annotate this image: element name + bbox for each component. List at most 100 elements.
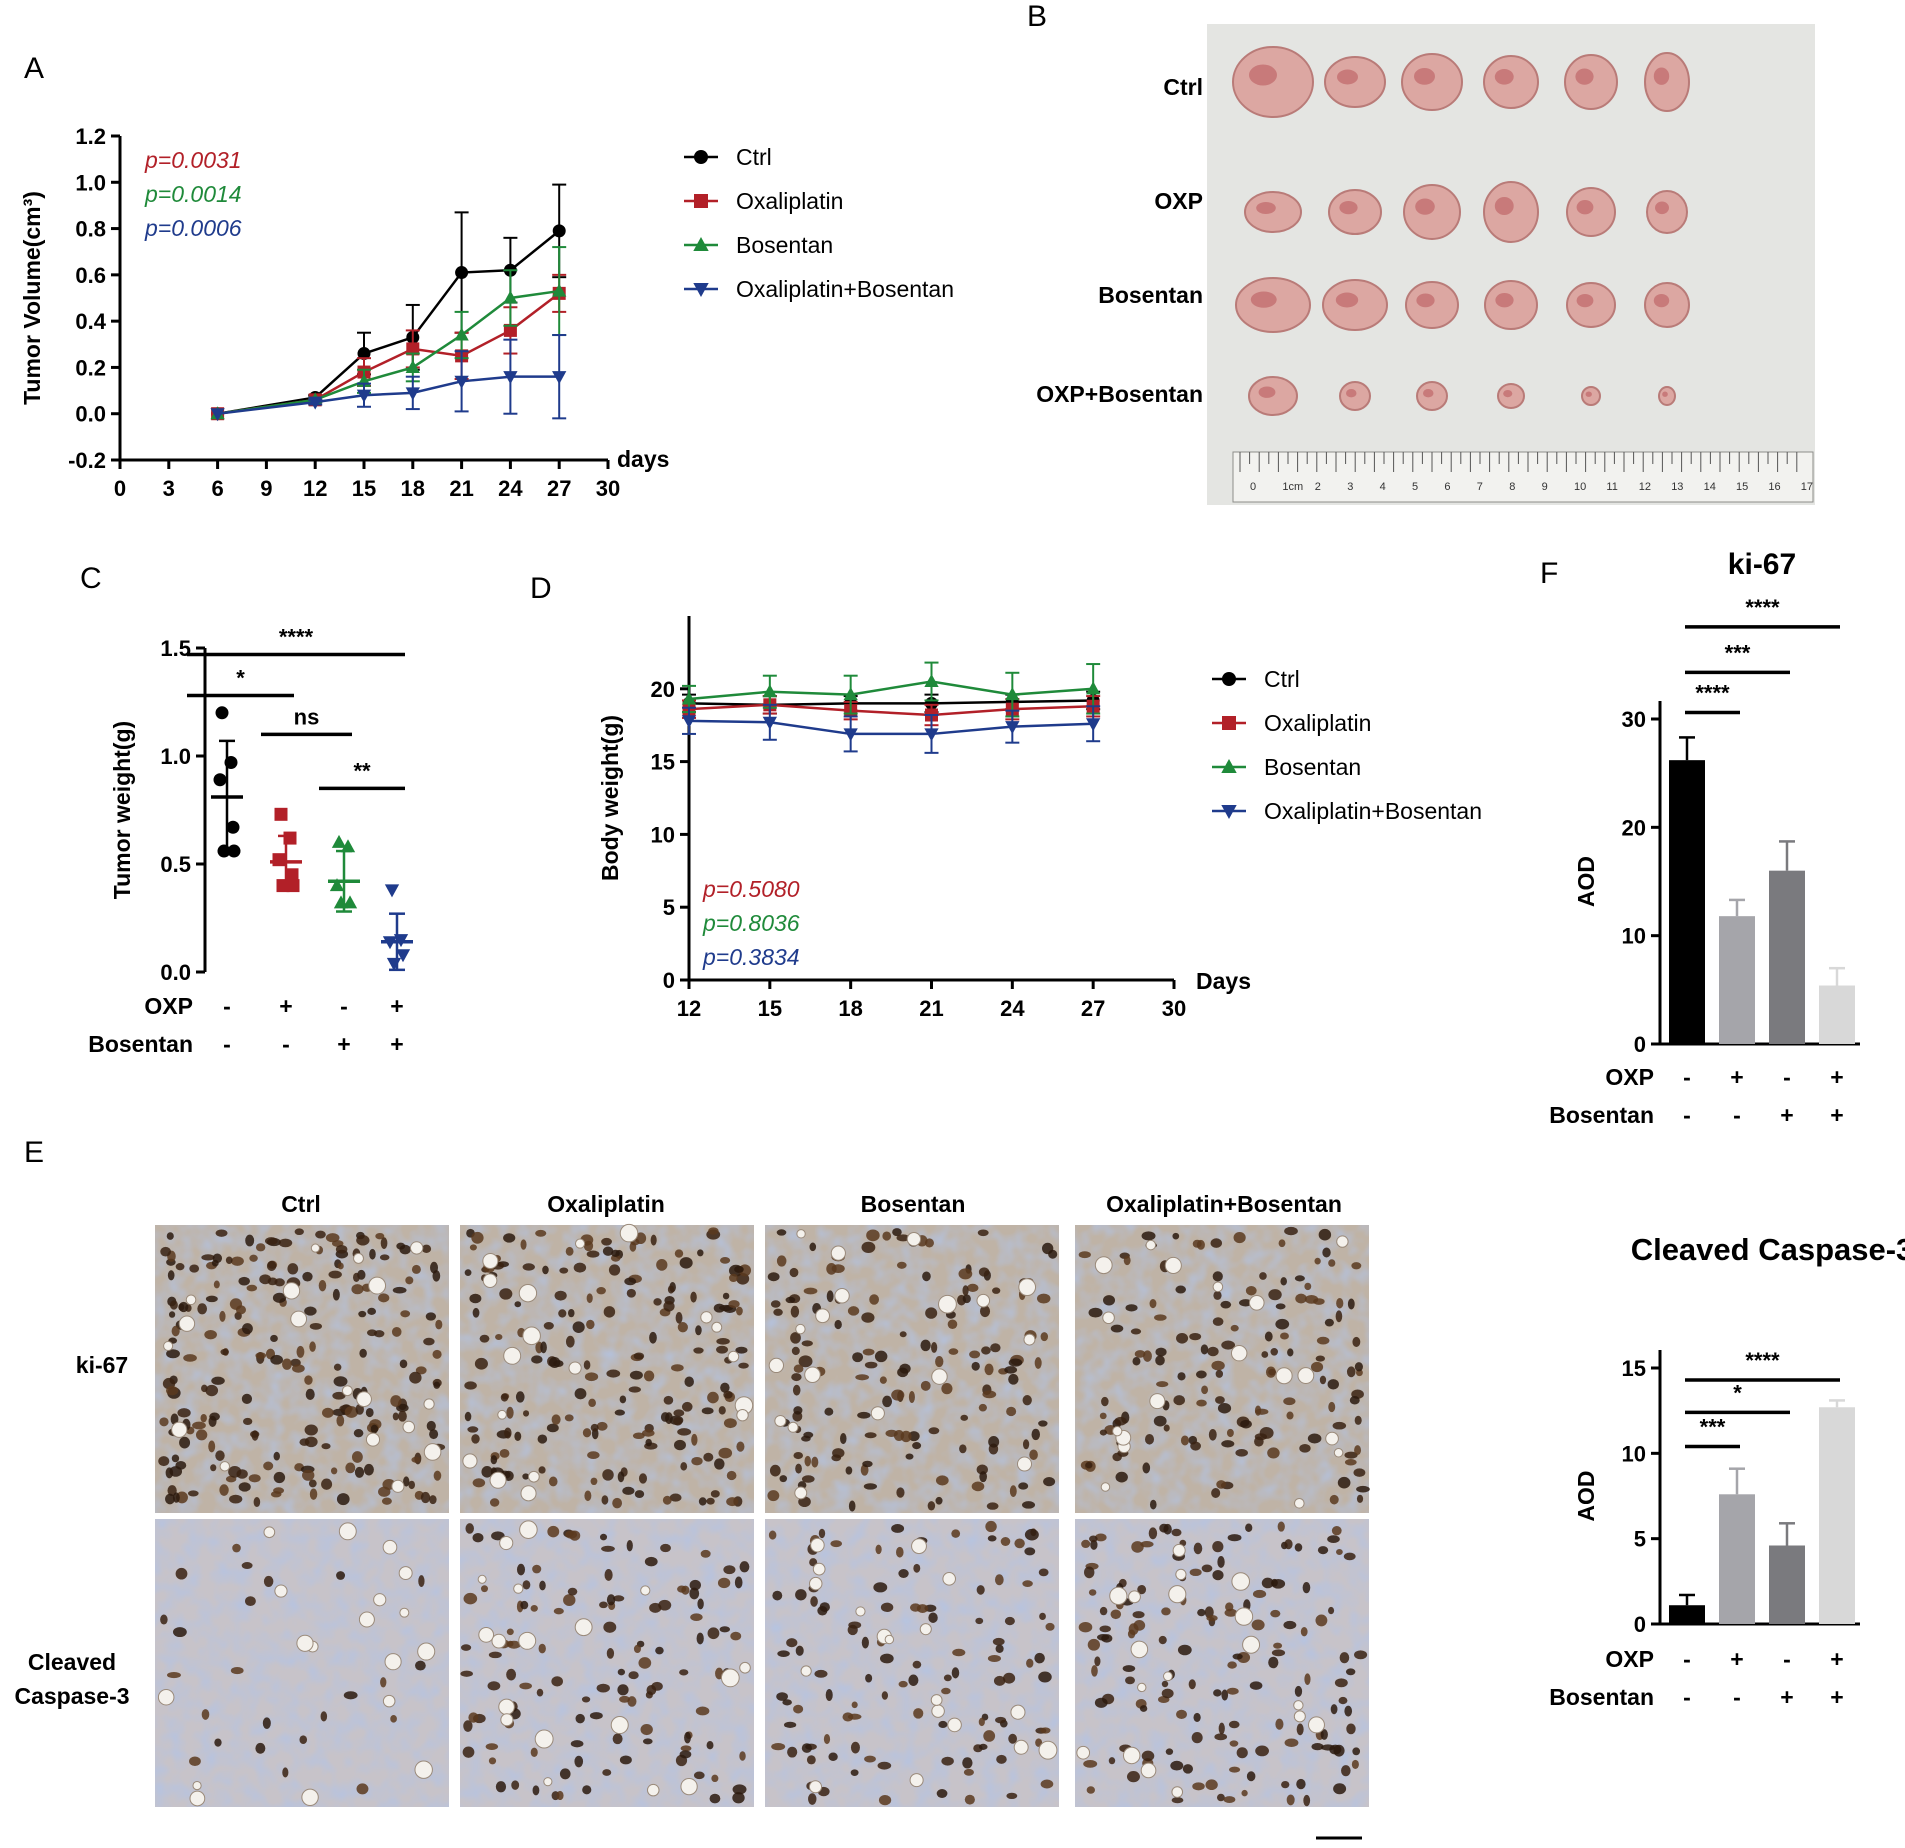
stained-nucleus — [861, 1312, 875, 1323]
stained-nucleus — [1354, 1415, 1362, 1425]
stained-nucleus — [967, 1283, 979, 1293]
vacuole — [711, 1321, 723, 1333]
stained-nucleus — [1173, 1395, 1185, 1406]
stained-nucleus — [489, 1498, 500, 1507]
data-point — [393, 934, 409, 948]
stained-nucleus — [1228, 1720, 1240, 1729]
stained-nucleus — [1271, 1649, 1286, 1657]
stained-nucleus — [732, 1792, 745, 1804]
stained-nucleus — [1230, 1324, 1239, 1332]
stained-nucleus — [1089, 1535, 1098, 1543]
stained-nucleus — [680, 1462, 688, 1471]
x-tick-label: 18 — [838, 996, 862, 1021]
condition-row-label: Bosentan — [1549, 1684, 1654, 1710]
stained-nucleus — [1090, 1539, 1098, 1550]
stained-nucleus — [722, 1292, 730, 1300]
stained-nucleus — [302, 1469, 315, 1481]
vacuole — [520, 1485, 537, 1502]
stained-nucleus — [826, 1290, 834, 1303]
stained-nucleus — [706, 1497, 715, 1505]
stained-nucleus — [574, 1388, 587, 1400]
ruler-number: 15 — [1736, 481, 1748, 493]
series-oxaliplatin-bosentan — [210, 334, 567, 422]
stained-nucleus — [209, 1412, 220, 1421]
stained-nucleus — [1328, 1606, 1335, 1615]
stained-nucleus — [559, 1267, 569, 1274]
stained-nucleus — [1227, 1661, 1237, 1669]
stained-nucleus — [951, 1529, 961, 1538]
series-line — [217, 229, 560, 415]
tumor-highlight — [1494, 69, 1514, 85]
data-point — [215, 706, 229, 720]
stained-nucleus — [213, 1280, 220, 1289]
stained-nucleus — [617, 1471, 625, 1483]
stained-nucleus — [1212, 1540, 1224, 1553]
stained-nucleus — [790, 1332, 801, 1344]
stained-nucleus — [308, 1479, 317, 1488]
stained-nucleus — [791, 1346, 800, 1356]
stained-nucleus — [927, 1501, 936, 1511]
stained-nucleus — [874, 1350, 888, 1363]
ruler-number: 0 — [1250, 481, 1256, 493]
stained-nucleus — [697, 1598, 704, 1610]
stained-nucleus — [1189, 1332, 1202, 1341]
stained-nucleus — [1196, 1399, 1207, 1407]
stained-nucleus — [674, 1249, 684, 1258]
stained-nucleus — [971, 1481, 985, 1492]
vacuole — [477, 1574, 487, 1584]
stained-nucleus — [656, 1258, 668, 1271]
stained-nucleus — [719, 1626, 731, 1633]
x-tick-label: 30 — [596, 476, 620, 501]
vacuole — [192, 1780, 202, 1791]
vacuole — [185, 1294, 197, 1306]
stained-nucleus — [1356, 1485, 1370, 1493]
stained-nucleus — [166, 1349, 180, 1359]
condition-mark: - — [223, 1031, 231, 1057]
stained-nucleus — [730, 1631, 742, 1641]
stained-nucleus — [783, 1721, 797, 1728]
stained-nucleus — [432, 1270, 441, 1282]
data-point — [503, 323, 517, 337]
vacuole — [358, 1611, 375, 1628]
ruler-number: 7 — [1477, 481, 1483, 493]
stained-nucleus — [474, 1357, 488, 1370]
stained-nucleus — [392, 1286, 407, 1294]
stained-nucleus — [969, 1350, 981, 1359]
ihc-micrograph — [765, 1519, 1059, 1807]
stained-nucleus — [882, 1231, 892, 1241]
tumor-specimens — [1232, 46, 1690, 416]
vacuole — [399, 1607, 410, 1618]
stained-nucleus — [962, 1757, 973, 1769]
stained-nucleus — [978, 1403, 987, 1412]
stained-nucleus — [522, 1410, 530, 1417]
stained-nucleus — [1137, 1584, 1147, 1595]
stained-nucleus — [1261, 1351, 1269, 1358]
bar — [1819, 985, 1855, 1044]
stained-nucleus — [1149, 1298, 1157, 1309]
stained-nucleus — [1211, 1487, 1221, 1498]
stained-nucleus — [726, 1497, 739, 1507]
stained-nucleus — [642, 1738, 653, 1745]
stained-nucleus — [215, 1450, 225, 1461]
stained-nucleus — [160, 1614, 168, 1625]
vacuole — [310, 1243, 320, 1253]
vacuole — [804, 1366, 821, 1384]
stained-nucleus — [602, 1469, 614, 1481]
stained-nucleus — [1270, 1609, 1281, 1618]
stained-nucleus — [900, 1430, 912, 1443]
data-point — [286, 879, 300, 893]
stained-nucleus — [1314, 1257, 1321, 1265]
vacuole — [739, 1661, 751, 1674]
stained-nucleus — [738, 1362, 749, 1369]
stained-nucleus — [1201, 1564, 1213, 1573]
stained-nucleus — [629, 1370, 643, 1380]
stained-nucleus — [1099, 1625, 1111, 1633]
chart-d-body-weight: 12 15 18 21 24 27 30 0 5 10 15 20 Days Body weight(g)… — [597, 616, 1482, 1021]
bar — [1719, 916, 1755, 1044]
legend-label: Bosentan — [1264, 754, 1361, 780]
group-oxaliplatin — [270, 807, 302, 893]
ihc-micrograph-grid: Ctrl Oxaliplatin Bosentan Oxaliplatin+Bosen… — [14, 1191, 1370, 1807]
stained-nucleus — [1315, 1614, 1328, 1627]
vacuole — [931, 1704, 945, 1718]
stained-nucleus — [793, 1364, 804, 1373]
